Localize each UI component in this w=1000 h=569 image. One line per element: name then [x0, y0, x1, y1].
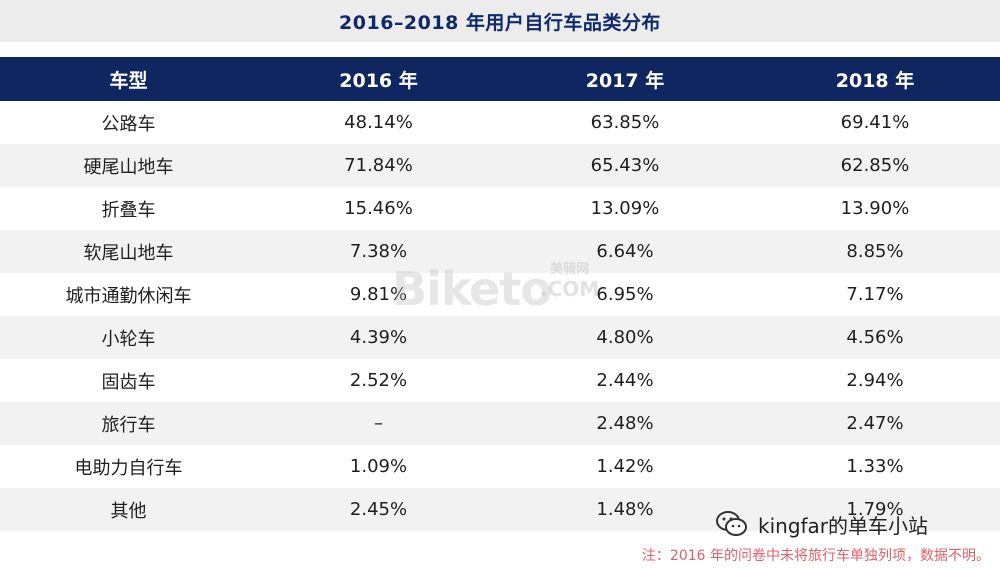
cell-2016: 9.81% — [349, 284, 408, 305]
column-header-2016: 2016 年 — [339, 69, 418, 92]
cell-2017: 4.80% — [596, 327, 654, 348]
cell-type: 城市通勤休闲车 — [65, 285, 192, 307]
cell-2018: 2.94% — [846, 370, 904, 391]
cell-type: 软尾山地车 — [83, 242, 174, 264]
cell-2017: 63.85% — [590, 112, 660, 133]
table-row: 小轮车 4.39% 4.80% 4.56% — [0, 316, 1000, 359]
cell-type: 电助力自行车 — [74, 457, 183, 479]
column-header-2018: 2018 年 — [835, 69, 915, 92]
cell-2018: 1.33% — [846, 456, 904, 477]
cell-type: 折叠车 — [101, 199, 156, 221]
cell-2016: 71.84% — [344, 155, 413, 176]
table-row: 固齿车 2.52% 2.44% 2.94% — [0, 359, 1000, 402]
table-row: 其他 2.45% 1.48% 1.79% — [0, 488, 1000, 531]
cell-2017: 13.09% — [590, 198, 660, 219]
table-row: 软尾山地车 7.38% 6.64% 8.85% — [0, 230, 1000, 273]
cell-type: 旅行车 — [101, 414, 156, 436]
table-row: 城市通勤休闲车 9.81% 6.95% 7.17% — [0, 273, 1000, 316]
cell-type: 公路车 — [101, 113, 156, 135]
cell-type: 其他 — [110, 500, 147, 522]
cell-2018: 62.85% — [840, 155, 910, 176]
brand-label: kingfar的单车小站 — [758, 513, 929, 538]
cell-2018: 1.79% — [846, 499, 904, 520]
cell-type: 固齿车 — [101, 371, 156, 393]
cell-2017: 1.48% — [596, 499, 654, 520]
table-row: 硬尾山地车 71.84% 65.43% 62.85% — [0, 144, 1000, 187]
cell-type: 硬尾山地车 — [83, 156, 174, 178]
cell-2017: 2.44% — [596, 370, 654, 391]
cell-2018: 8.85% — [846, 241, 904, 262]
cell-2017: 6.95% — [596, 284, 654, 305]
table-row: 公路车 48.14% 63.85% 69.41% — [0, 101, 1000, 144]
column-header-type: 车型 — [109, 69, 148, 92]
table-row: 旅行车 – 2.48% 2.47% — [0, 402, 1000, 445]
cell-2018: 4.56% — [846, 327, 904, 348]
cell-2016: 15.46% — [344, 198, 413, 219]
table-row: 折叠车 15.46% 13.09% 13.90% — [0, 187, 1000, 230]
cell-2017: 1.42% — [596, 456, 654, 477]
cell-2017: 6.64% — [596, 241, 654, 262]
cell-2017: 2.48% — [596, 413, 654, 434]
cell-2016: 2.45% — [349, 499, 408, 520]
cell-2016: 48.14% — [344, 112, 413, 133]
footnote: 注：2016 年的问卷中未将旅行车单独列项，数据不明。 — [641, 548, 990, 564]
cell-2016: – — [374, 413, 383, 434]
cell-2016: 7.38% — [349, 241, 408, 262]
cell-2016: 2.52% — [349, 370, 408, 391]
category-table: 车型 2016 年 2017 年 2018 年 公路车 48.14% 63.85% 6… — [0, 57, 1000, 531]
wechat-icon — [716, 511, 747, 536]
column-header-2017: 2017 年 — [585, 69, 665, 92]
table-header-row: 车型 2016 年 2017 年 2018 年 — [0, 57, 1000, 101]
cell-2016: 1.09% — [349, 456, 408, 477]
cell-2018: 69.41% — [840, 112, 910, 133]
brand-signature: kingfar的单车小站 — [714, 506, 928, 542]
table-row: 电助力自行车 1.09% 1.42% 1.33% — [0, 445, 1000, 488]
cell-type: 小轮车 — [101, 328, 156, 350]
cell-2018: 2.47% — [846, 413, 904, 434]
cell-2016: 4.39% — [349, 327, 408, 348]
page-title: 2016–2018 年用户自行车品类分布 — [0, 0, 1000, 42]
cell-2018: 7.17% — [846, 284, 904, 305]
cell-2018: 13.90% — [840, 198, 910, 219]
cell-2017: 65.43% — [590, 155, 660, 176]
